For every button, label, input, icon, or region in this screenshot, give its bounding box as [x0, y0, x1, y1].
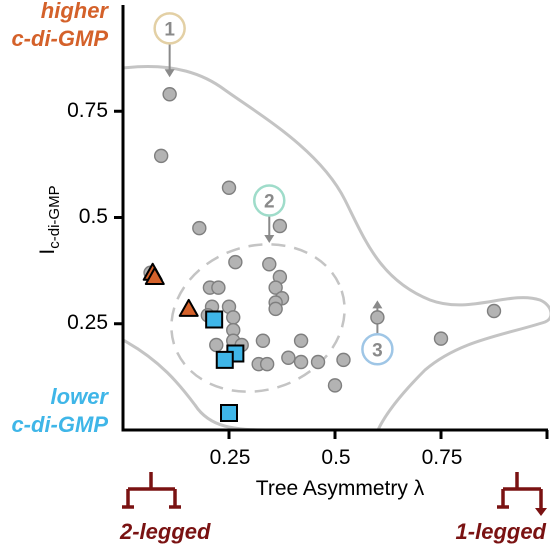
circle-point-10: [211, 280, 226, 295]
two-legged-label: 2-legged: [119, 519, 211, 544]
callout-2-arrow-head: [264, 235, 275, 243]
callout-1-arrow-head: [164, 69, 175, 78]
circle-point-25: [281, 350, 296, 365]
y-axis-label: Ic-di-GMP: [36, 185, 63, 254]
x-tick-label-2: 0.5: [321, 446, 350, 469]
x-axis-label: Tree Asymmetry λ: [256, 477, 425, 500]
x-tick-label-3: 0.75: [422, 446, 463, 469]
circle-point-1: [153, 148, 169, 164]
circle-point-18: [226, 310, 241, 325]
lower-label-line2: c-di-GMP: [11, 412, 108, 437]
higher-label-line1: higher: [41, 0, 110, 23]
square-point-2: [215, 350, 234, 369]
x-tick-label-1: 0.25: [210, 446, 251, 469]
circle-point-0: [162, 87, 177, 102]
square-point-3: [220, 404, 238, 422]
circle-point-33: [433, 331, 449, 346]
triangle-point-1: [144, 267, 165, 285]
higher-label-line2: c-di-GMP: [11, 26, 108, 51]
triangle-point-2: [178, 298, 199, 317]
circle-point-21: [255, 333, 271, 348]
circle-point-22: [293, 333, 309, 348]
one-legged-label: 1-legged: [456, 519, 547, 544]
y-tick-label-2: 0.5: [79, 205, 108, 228]
circle-point-11: [268, 280, 283, 295]
callout-1-number: 1: [164, 19, 175, 40]
two-legged-tree-icon: [122, 472, 181, 509]
axis-ticks: [114, 109, 549, 439]
circle-point-3: [192, 220, 207, 236]
svg-text:Ic-di-GMP: Ic-di-GMP: [36, 185, 63, 254]
circle-point-28: [336, 352, 351, 368]
callout-1-circle: [153, 12, 186, 45]
callout-3-number: 3: [372, 340, 383, 361]
callout-3-arrow-head: [372, 300, 383, 309]
callouts: 1 2 3: [153, 12, 394, 366]
inner-density-contour: [170, 243, 346, 393]
y-axis-label-main: I: [36, 249, 59, 255]
circle-point-16: [268, 301, 283, 317]
y-tick-label-1: 0.25: [67, 311, 108, 334]
circle-point-27: [310, 354, 326, 370]
square-point-0: [205, 310, 224, 329]
circle-point-30: [259, 356, 275, 372]
circle-point-31: [327, 378, 343, 393]
callout-2-number: 2: [264, 192, 275, 213]
circle-point-2: [221, 180, 237, 195]
outer-density-contour: [122, 65, 550, 432]
lower-label-line1: lower: [51, 384, 110, 409]
circle-point-34: [486, 303, 502, 319]
circle-point-32: [370, 310, 385, 325]
callout-2-circle: [253, 184, 286, 217]
circle-point-26: [293, 354, 309, 370]
circle-point-23: [209, 337, 224, 353]
y-axis-label-subscript: c-di-GMP: [46, 185, 63, 248]
data-points: [142, 87, 502, 422]
callout-3-circle: [361, 333, 394, 366]
one-legged-tree-icon: [497, 472, 547, 516]
circle-point-6: [262, 257, 277, 272]
circle-point-4: [272, 218, 288, 234]
y-tick-label-3: 0.75: [67, 99, 108, 122]
circle-point-5: [228, 254, 243, 270]
